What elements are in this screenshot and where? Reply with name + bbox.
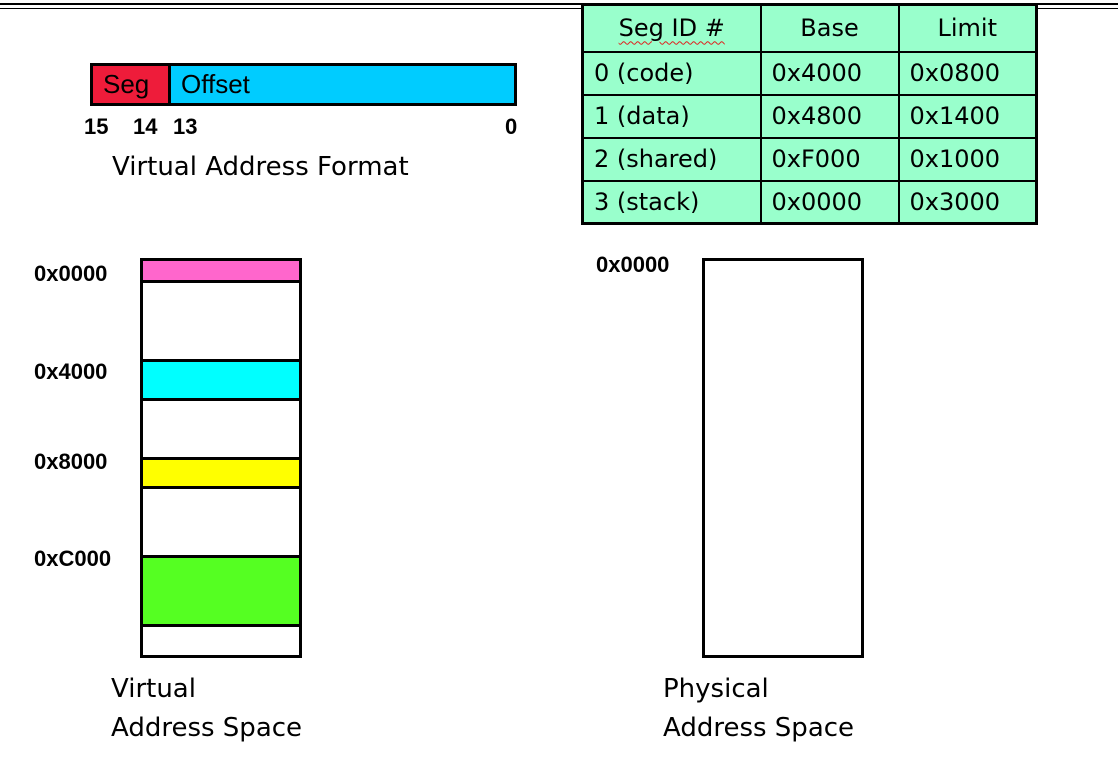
header-base: Base: [759, 3, 900, 53]
table-row: 1 (data) 0x4800 0x1400: [581, 93, 1038, 139]
cell-seg-id: 3 (stack): [581, 179, 762, 225]
cell-limit: 0x1400: [897, 93, 1038, 139]
offset-field: Offset: [171, 66, 514, 103]
bit-label-13: 13: [173, 114, 198, 139]
header-seg-id: Seg ID #: [581, 3, 762, 53]
top-rule: [0, 3, 1118, 5]
virtual-address-format-bar: Seg Offset: [90, 63, 517, 106]
virtual-address-space-caption: Virtual Address Space: [111, 670, 302, 748]
seg-field: Seg: [93, 66, 171, 103]
bit-label-14: 14: [133, 114, 158, 139]
cell-seg-id: 0 (code): [581, 50, 762, 96]
heap-segment-block: [143, 359, 299, 401]
cell-base: 0x0000: [759, 179, 900, 225]
segment-table-header-row: Seg ID # Base Limit: [581, 3, 1038, 53]
table-row: 0 (code) 0x4000 0x0800: [581, 50, 1038, 96]
physical-caption-line1: Physical: [663, 674, 769, 704]
segment-table: Seg ID # Base Limit 0 (code) 0x4000 0x08…: [581, 3, 1038, 225]
top-rule-thin: [0, 8, 1118, 9]
table-row: 2 (shared) 0xF000 0x1000: [581, 136, 1038, 182]
virtual-address-format-caption: Virtual Address Format: [112, 152, 409, 182]
virtual-tick-0x0000: 0x0000: [34, 261, 108, 286]
virtual-tick-0x8000: 0x8000: [34, 449, 108, 474]
shared-segment-block: [143, 457, 299, 489]
bit-label-15: 15: [84, 114, 109, 139]
cell-base: 0xF000: [759, 136, 900, 182]
cell-base: 0x4000: [759, 50, 900, 96]
cell-limit: 0x3000: [897, 179, 1038, 225]
cell-limit: 0x0800: [897, 50, 1038, 96]
table-row: 3 (stack) 0x0000 0x3000: [581, 179, 1038, 225]
physical-tick-0x0000: 0x0000: [596, 252, 670, 277]
virtual-tick-0x4000: 0x4000: [34, 359, 108, 384]
virtual-caption-line2: Address Space: [111, 713, 303, 743]
header-seg-id-text: Seg ID #: [618, 14, 725, 43]
code-segment-block: [143, 258, 299, 283]
virtual-caption-line1: Virtual: [111, 674, 196, 704]
physical-address-space: [702, 258, 864, 658]
virtual-tick-0xc000: 0xC000: [34, 546, 112, 571]
physical-caption-line2: Address Space: [663, 713, 855, 743]
stack-segment-block: [143, 555, 299, 627]
cell-seg-id: 1 (data): [581, 93, 762, 139]
cell-limit: 0x1000: [897, 136, 1038, 182]
virtual-address-space: [140, 258, 302, 658]
physical-address-space-caption: Physical Address Space: [663, 670, 854, 748]
bit-label-0: 0: [505, 114, 518, 139]
header-limit: Limit: [897, 3, 1038, 53]
cell-seg-id: 2 (shared): [581, 136, 762, 182]
cell-base: 0x4800: [759, 93, 900, 139]
